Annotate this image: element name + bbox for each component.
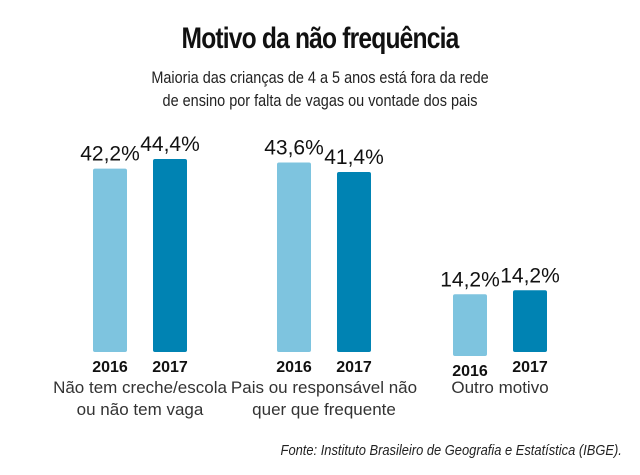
bar-2017-0 bbox=[153, 159, 187, 352]
year-label: 2016 bbox=[276, 359, 312, 376]
subtitle-line-1: Maioria das crianças de 4 a 5 anos está … bbox=[151, 68, 489, 87]
data-label: 42,2% bbox=[80, 143, 140, 166]
subtitle-line-2: de ensino por falta de vagas ou vontade … bbox=[162, 91, 478, 110]
category-label: Não tem creche/escola bbox=[53, 378, 227, 397]
data-label: 14,2% bbox=[440, 268, 500, 291]
bar-2016-2 bbox=[453, 294, 487, 356]
year-label: 2017 bbox=[336, 359, 372, 376]
data-label: 14,2% bbox=[500, 264, 560, 287]
chart-title: Motivo da não frequência bbox=[181, 22, 460, 55]
year-label: 2017 bbox=[512, 359, 548, 376]
bar-2016-1 bbox=[277, 162, 311, 352]
category-label: Pais ou responsável não bbox=[231, 378, 417, 397]
year-label: 2016 bbox=[452, 363, 488, 380]
bar-2016-0 bbox=[93, 168, 127, 352]
year-label: 2016 bbox=[92, 359, 128, 376]
data-label: 41,4% bbox=[324, 146, 384, 169]
bar-2017-1 bbox=[337, 172, 371, 352]
data-label: 44,4% bbox=[140, 133, 200, 156]
year-label: 2017 bbox=[152, 359, 188, 376]
category-label: quer que frequente bbox=[252, 400, 396, 419]
chart-subtitle: Maioria das crianças de 4 a 5 anos está … bbox=[48, 66, 592, 112]
category-label: Outro motivo bbox=[451, 378, 548, 397]
source-note: Fonte: Instituto Brasileiro de Geografia… bbox=[280, 442, 622, 459]
data-label: 43,6% bbox=[264, 136, 324, 159]
bar-2017-2 bbox=[513, 290, 547, 352]
category-label: ou não tem vaga bbox=[77, 400, 204, 419]
